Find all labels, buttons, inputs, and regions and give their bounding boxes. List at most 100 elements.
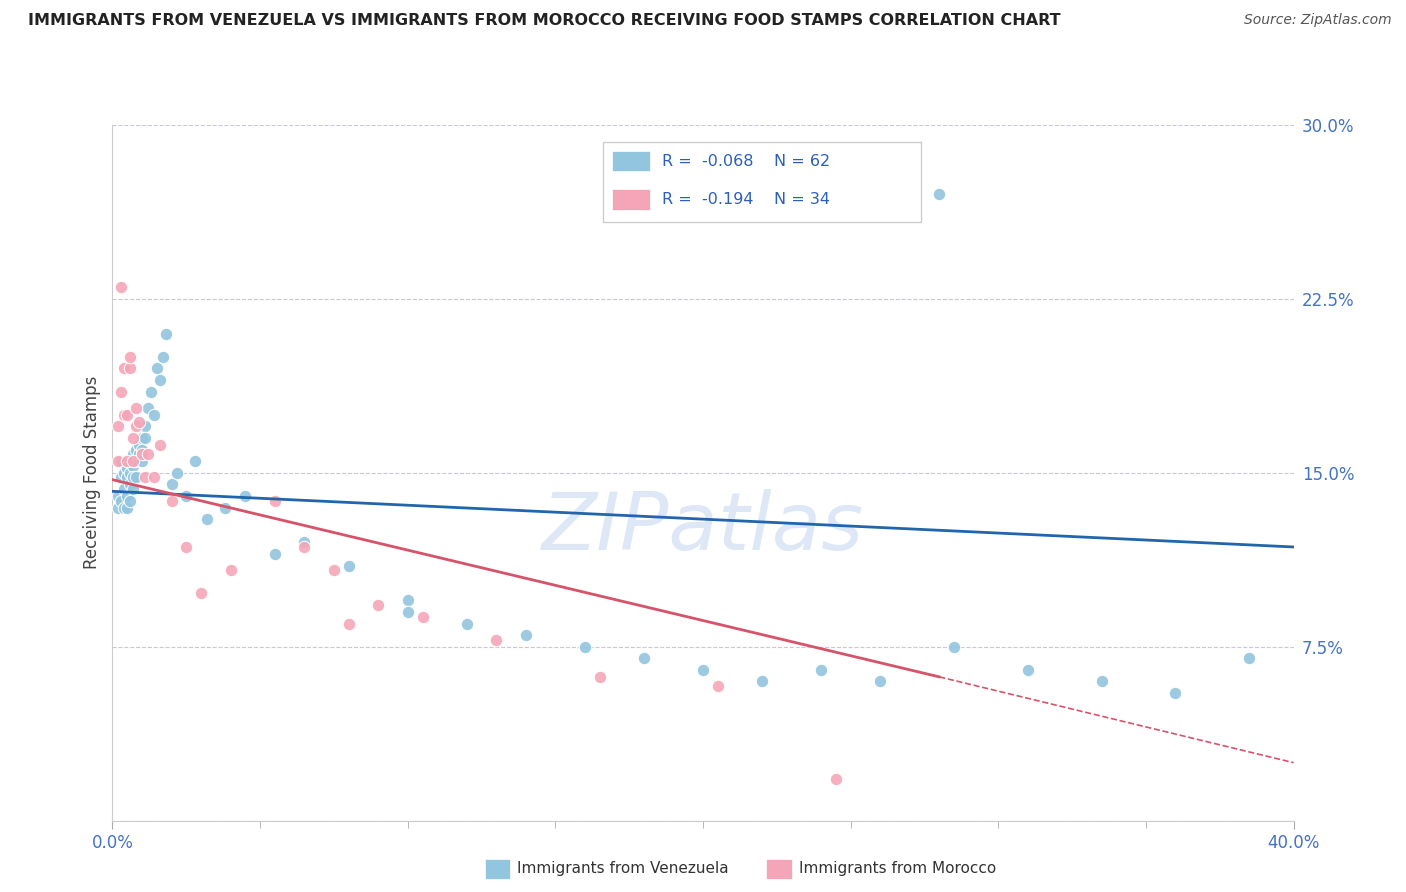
FancyBboxPatch shape: [612, 151, 650, 171]
Point: [1239, 651, 1261, 665]
Point: [323, 563, 346, 577]
Point: [824, 772, 846, 786]
Point: [131, 454, 153, 468]
Point: [117, 500, 138, 515]
Point: [337, 616, 360, 631]
Point: [122, 454, 145, 468]
Point: [134, 431, 156, 445]
Point: [633, 651, 655, 665]
Point: [120, 350, 142, 364]
Point: [139, 384, 162, 399]
Point: [117, 454, 138, 468]
Point: [190, 586, 212, 600]
Point: [174, 540, 197, 554]
Point: [1017, 663, 1039, 677]
Point: [117, 470, 138, 484]
Point: [1091, 674, 1114, 689]
Point: [751, 674, 773, 689]
Point: [110, 384, 132, 399]
Point: [292, 540, 315, 554]
Point: [122, 458, 145, 473]
Point: [134, 470, 156, 484]
Point: [142, 470, 165, 484]
Y-axis label: Receiving Food Stamps: Receiving Food Stamps: [83, 376, 101, 569]
Point: [219, 563, 242, 577]
Point: [125, 442, 148, 457]
Point: [125, 454, 148, 468]
Text: R =  -0.068    N = 62: R = -0.068 N = 62: [662, 153, 830, 169]
Point: [160, 477, 183, 491]
Point: [149, 438, 172, 452]
Point: [120, 477, 142, 491]
Point: [692, 663, 714, 677]
Point: [128, 438, 150, 452]
Point: [233, 489, 256, 503]
Point: [136, 401, 159, 415]
Point: [112, 482, 135, 496]
Point: [942, 640, 965, 654]
Point: [112, 500, 135, 515]
Point: [142, 408, 165, 422]
Point: [117, 408, 138, 422]
Point: [869, 674, 891, 689]
Text: R =  -0.194    N = 34: R = -0.194 N = 34: [662, 192, 830, 207]
Point: [122, 431, 145, 445]
Point: [411, 609, 433, 624]
Point: [264, 547, 287, 561]
Text: Immigrants from Venezuela: Immigrants from Venezuela: [517, 862, 730, 876]
Point: [110, 493, 132, 508]
Point: [706, 679, 728, 693]
Point: [122, 482, 145, 496]
Point: [112, 408, 135, 422]
Point: [574, 640, 596, 654]
Text: Source: ZipAtlas.com: Source: ZipAtlas.com: [1244, 13, 1392, 28]
Point: [125, 419, 148, 434]
Point: [456, 616, 478, 631]
Point: [128, 415, 150, 429]
Point: [396, 605, 419, 619]
Point: [166, 466, 188, 480]
Point: [122, 447, 145, 461]
Point: [396, 593, 419, 607]
Text: IMMIGRANTS FROM VENEZUELA VS IMMIGRANTS FROM MOROCCO RECEIVING FOOD STAMPS CORRE: IMMIGRANTS FROM VENEZUELA VS IMMIGRANTS …: [28, 13, 1060, 29]
Point: [120, 466, 142, 480]
Point: [131, 442, 153, 457]
Point: [337, 558, 360, 573]
Point: [152, 350, 174, 364]
Point: [134, 419, 156, 434]
Point: [117, 461, 138, 475]
Point: [110, 470, 132, 484]
Point: [125, 470, 148, 484]
Point: [810, 663, 832, 677]
Text: Immigrants from Morocco: Immigrants from Morocco: [799, 862, 995, 876]
Point: [120, 493, 142, 508]
Point: [174, 489, 197, 503]
Point: [131, 447, 153, 461]
Point: [136, 447, 159, 461]
FancyBboxPatch shape: [612, 189, 650, 210]
Point: [110, 280, 132, 294]
Point: [149, 373, 172, 387]
FancyBboxPatch shape: [603, 142, 921, 222]
Point: [131, 431, 153, 445]
Point: [146, 361, 169, 376]
Point: [588, 670, 610, 684]
Point: [128, 447, 150, 461]
Point: [112, 361, 135, 376]
Point: [112, 466, 135, 480]
Point: [195, 512, 218, 526]
Point: [367, 598, 389, 612]
Point: [107, 500, 129, 515]
Point: [485, 632, 508, 647]
Point: [125, 401, 148, 415]
Point: [155, 326, 177, 341]
Point: [214, 500, 236, 515]
Point: [107, 489, 129, 503]
Point: [928, 187, 950, 202]
Point: [292, 535, 315, 549]
Point: [515, 628, 537, 642]
Point: [122, 470, 145, 484]
Point: [107, 454, 129, 468]
Point: [184, 454, 207, 468]
Point: [117, 489, 138, 503]
